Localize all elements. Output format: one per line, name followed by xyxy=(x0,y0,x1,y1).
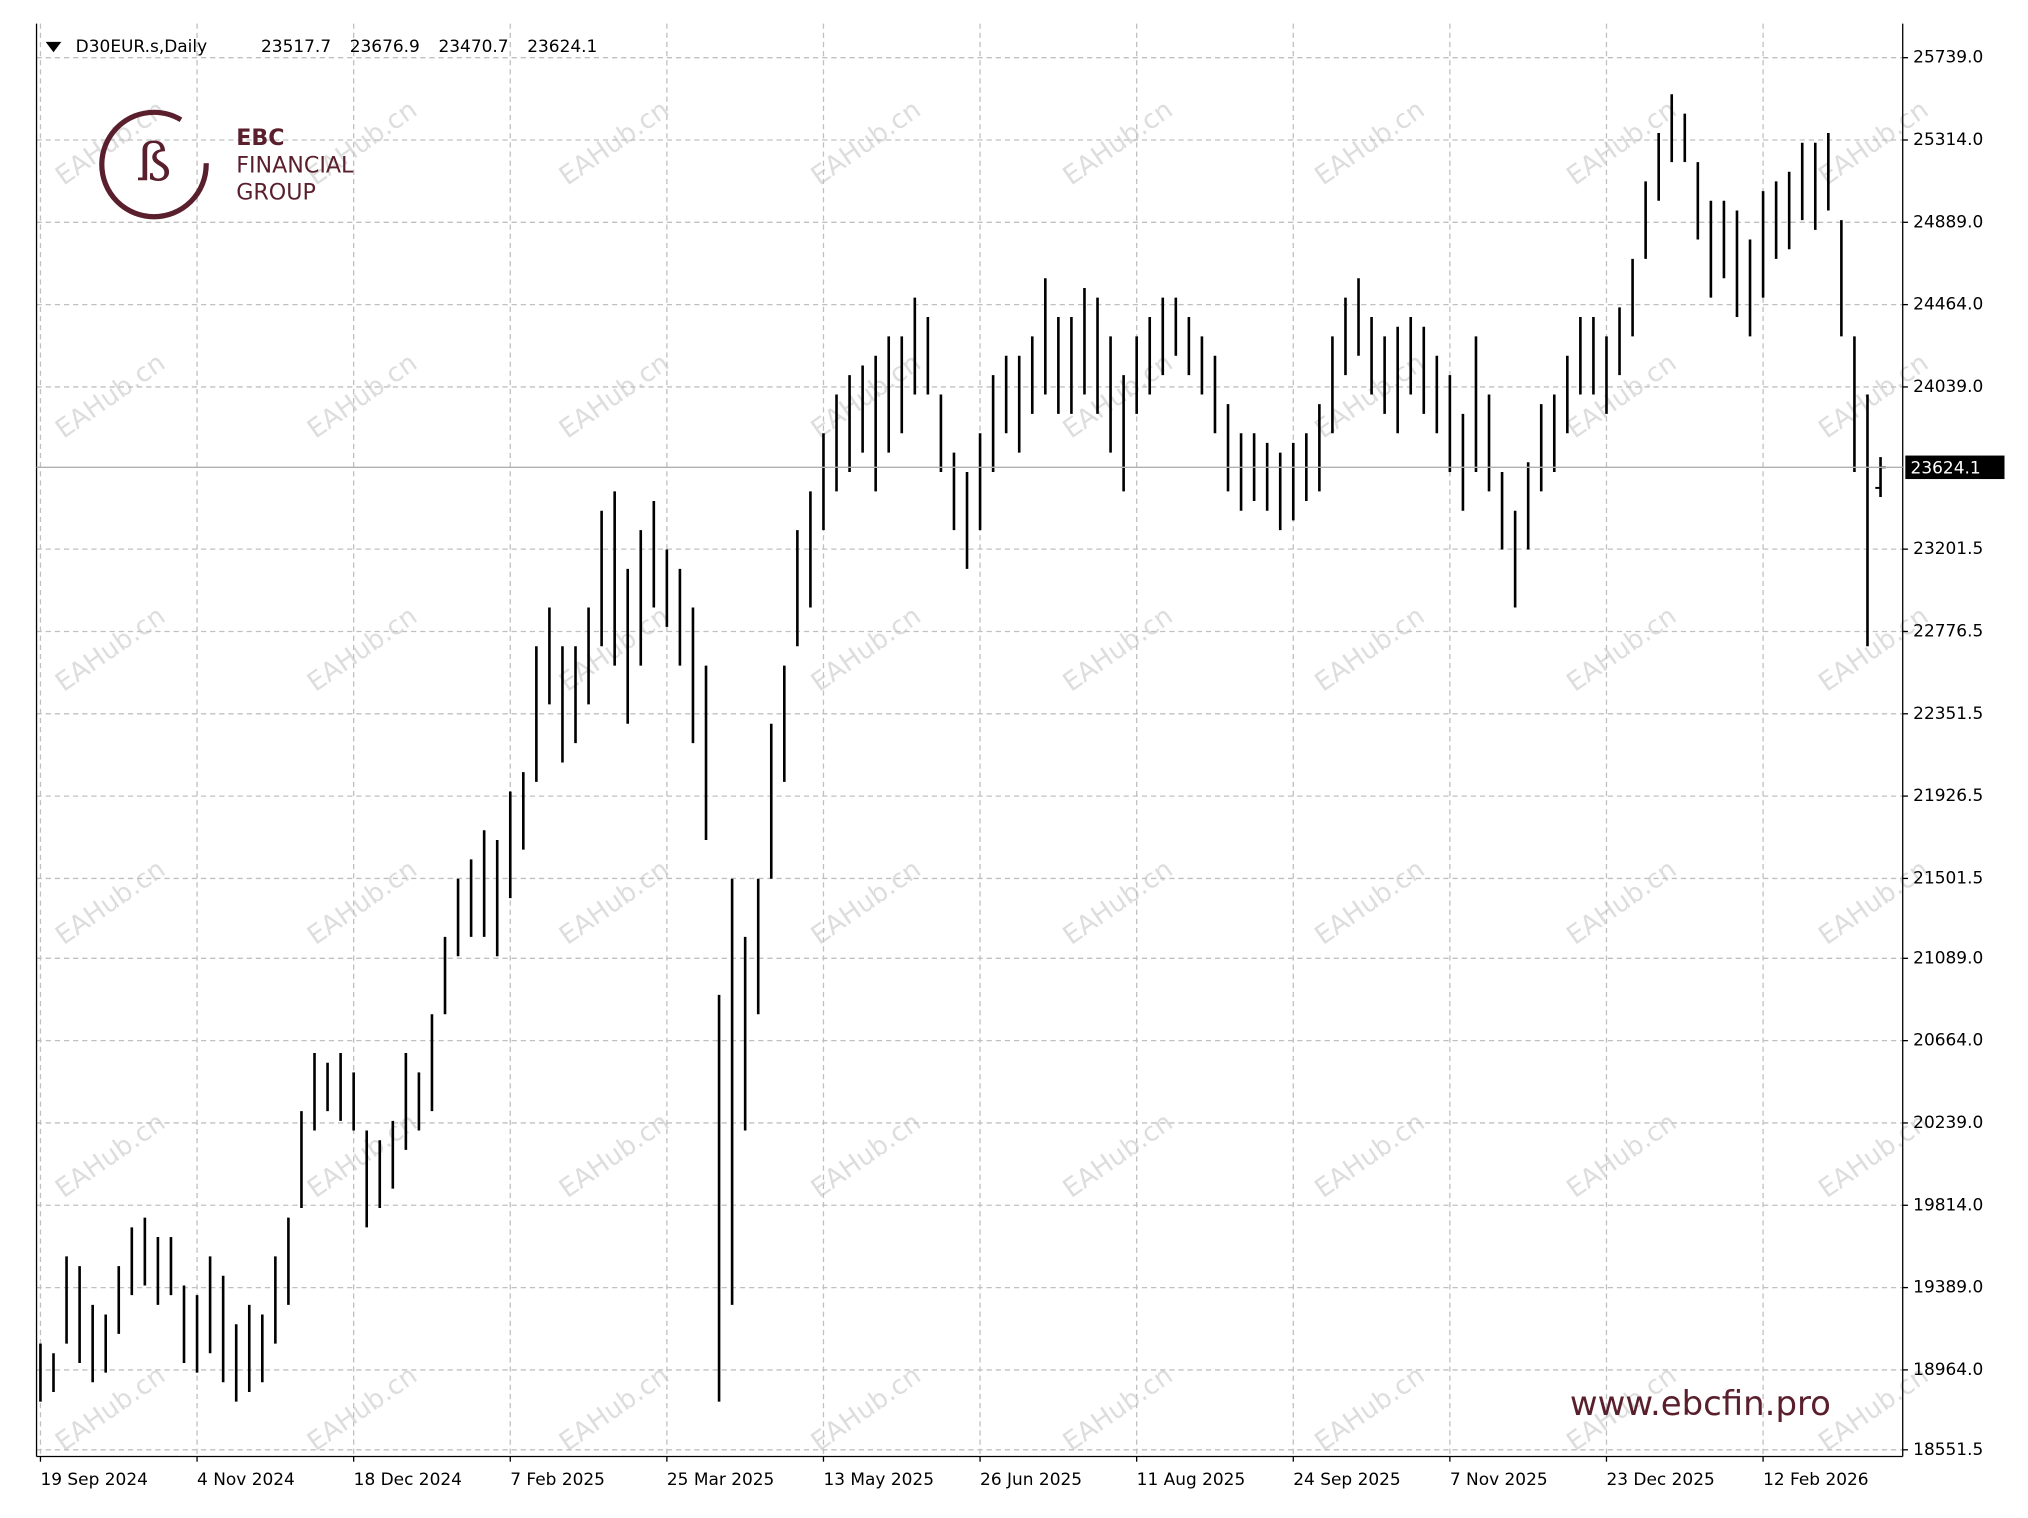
y-tick-label: 22776.5 xyxy=(1913,620,1983,640)
logo-ring xyxy=(99,109,209,220)
y-tick-label: 22351.5 xyxy=(1913,703,1983,723)
ohlc-high: 23676.9 xyxy=(350,36,420,56)
y-tick-label: 25739.0 xyxy=(1913,47,1983,67)
brand-line: GROUP xyxy=(236,180,316,206)
x-tick-label: 7 Nov 2025 xyxy=(1450,1469,1548,1489)
y-tick-label: 23201.5 xyxy=(1913,538,1983,558)
y-tick-label: 21501.5 xyxy=(1913,867,1983,887)
x-tick-label: 23 Dec 2025 xyxy=(1606,1469,1714,1489)
y-tick-label: 25314.0 xyxy=(1913,129,1983,149)
y-tick-label: 20664.0 xyxy=(1913,1030,1983,1050)
y-tick-label: 19814.0 xyxy=(1913,1194,1983,1214)
x-tick-label: 7 Feb 2025 xyxy=(510,1469,605,1489)
ohlc-close: 23624.1 xyxy=(527,36,597,56)
y-tick-label: 21926.5 xyxy=(1913,785,1983,805)
logo-mark: ß xyxy=(137,134,172,194)
y-tick-label: 18551.5 xyxy=(1913,1439,1983,1459)
grid xyxy=(36,23,1903,1457)
y-tick-label: 18964.0 xyxy=(1913,1359,1983,1379)
ohlc-low: 23470.7 xyxy=(438,36,508,56)
price-label-box xyxy=(1905,455,2005,480)
logo: ß EBC FINANCIAL GROUP xyxy=(99,109,354,220)
x-tick-label: 26 Jun 2025 xyxy=(980,1469,1082,1489)
x-tick-label: 12 Feb 2026 xyxy=(1763,1469,1869,1489)
bars xyxy=(39,94,1886,1402)
x-tick-label: 4 Nov 2024 xyxy=(197,1469,295,1489)
price-label: 23624.1 xyxy=(1911,458,1981,478)
brand-name: EBC xyxy=(236,125,284,151)
brand-url: www.ebcfin.pro xyxy=(1570,1385,1831,1424)
x-tick-label: 18 Dec 2024 xyxy=(354,1469,462,1489)
y-tick-label: 21089.0 xyxy=(1913,947,1983,967)
x-tick-label: 13 May 2025 xyxy=(823,1469,934,1489)
y-tick-label: 24464.0 xyxy=(1913,294,1983,314)
x-tick-label: 24 Sep 2025 xyxy=(1293,1469,1400,1489)
x-tick-label: 11 Aug 2025 xyxy=(1137,1469,1246,1489)
ohlc-open: 23517.7 xyxy=(261,36,331,56)
y-tick-label: 19389.0 xyxy=(1913,1277,1983,1297)
y-tick-label: 24889.0 xyxy=(1913,211,1983,231)
x-tick-label: 19 Sep 2024 xyxy=(40,1469,147,1489)
symbol: D30EUR.s,Daily xyxy=(76,36,207,56)
menu-arrow[interactable] xyxy=(45,41,62,53)
x-tick-label: 25 Mar 2025 xyxy=(667,1469,774,1489)
y-tick-label: 20239.0 xyxy=(1913,1112,1983,1132)
brand-line: FINANCIAL xyxy=(236,152,354,178)
y-tick-label: 24039.0 xyxy=(1913,376,1983,396)
